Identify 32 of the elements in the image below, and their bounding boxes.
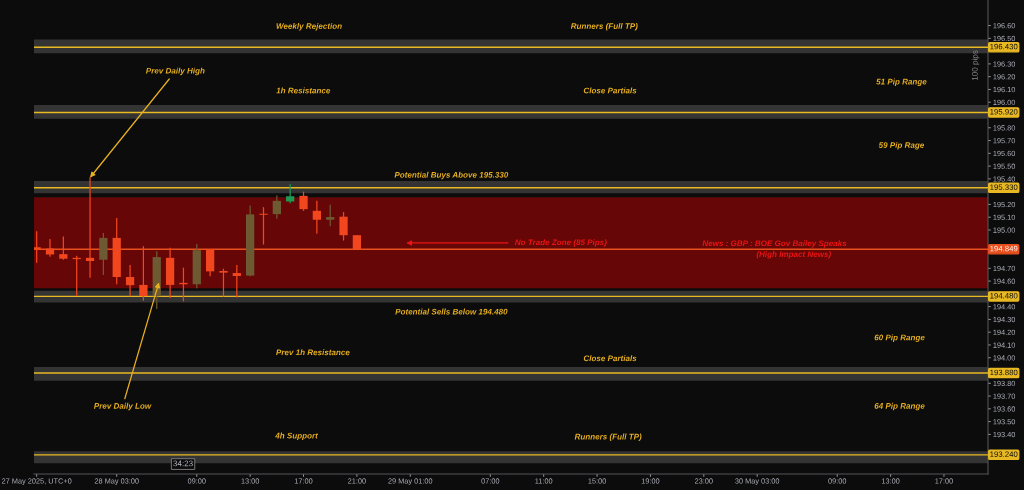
candlestick: [219, 268, 228, 298]
annotation: Runners (Full TP): [574, 433, 642, 442]
candlestick: [259, 206, 268, 246]
annotation: 59 Pip Rage: [878, 142, 925, 150]
annotation: Runners (Full TP): [570, 23, 638, 31]
candlestick: [299, 191, 308, 212]
annotation: 34:23: [173, 460, 193, 467]
candlestick: [326, 204, 335, 227]
annotation: 64 Pip Range: [874, 402, 925, 411]
annotation: Potential Sells Below 194.480: [395, 308, 508, 315]
annotation: Close Partials: [583, 355, 637, 362]
annotation: Prev 1h Resistance: [276, 349, 350, 356]
annotation: 1h Resistance: [276, 87, 331, 94]
annotation: News : GBP : BOE Gov Bailey Speaks: [702, 240, 847, 248]
annotation: 4h Support: [275, 432, 319, 441]
annotation: 60 Pip Range: [874, 334, 925, 342]
annotation: 51 Pip Range: [876, 78, 927, 87]
annotation: Weekly Rejection: [276, 23, 342, 31]
candlestick: [312, 200, 321, 235]
annotation: 100 pips: [971, 50, 980, 81]
annotation: No Trade Zone (85 Pips): [514, 239, 607, 247]
annotation: (High Impact News): [756, 251, 831, 259]
annotation: Prev Daily Low: [93, 402, 152, 411]
annotation: Prev Daily High: [145, 67, 205, 76]
candlestick: [339, 211, 348, 242]
candlestick: [99, 232, 108, 276]
annotation: Close Partials: [583, 87, 637, 94]
annotation: Potential Buys Above 195.330: [394, 171, 509, 180]
candlestick: [232, 264, 241, 299]
candlestick: [125, 264, 135, 297]
candlestick: [286, 183, 295, 204]
candlestick: [272, 194, 281, 220]
